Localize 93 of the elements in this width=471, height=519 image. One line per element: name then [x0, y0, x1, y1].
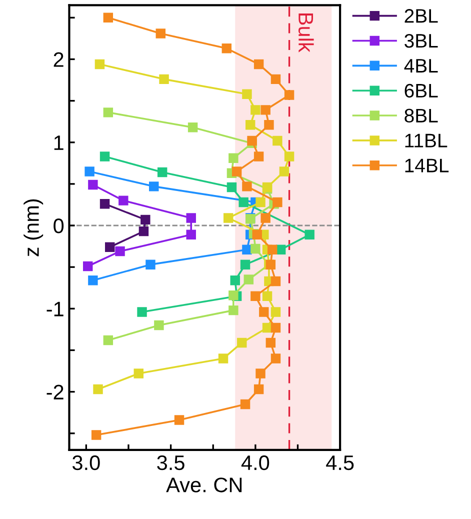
point	[174, 415, 184, 425]
point	[88, 276, 98, 286]
point	[237, 338, 247, 348]
point	[186, 213, 196, 223]
point	[272, 197, 282, 208]
point	[137, 307, 147, 317]
x-tick-label: 4.0	[241, 455, 270, 470]
point	[88, 180, 98, 190]
point	[256, 197, 266, 208]
point	[264, 120, 274, 130]
x-tick-label: 4.5	[326, 456, 354, 470]
point	[223, 213, 234, 223]
point	[228, 290, 238, 300]
point	[228, 305, 238, 316]
point	[238, 197, 248, 208]
point	[244, 274, 254, 284]
point	[259, 307, 269, 317]
x-tick-label: 3.0	[72, 455, 100, 470]
legend-label: 2BL	[404, 9, 438, 23]
point	[250, 291, 260, 302]
point	[262, 291, 272, 302]
point	[270, 322, 281, 333]
point	[270, 276, 281, 286]
point	[254, 384, 264, 394]
point	[103, 12, 114, 23]
point	[228, 153, 238, 164]
x-tick-label: 3.5	[157, 455, 184, 470]
point	[134, 368, 144, 378]
point	[232, 166, 242, 176]
point	[115, 246, 125, 256]
point	[240, 260, 250, 270]
y-tick-label: 1	[54, 136, 64, 150]
point	[270, 307, 281, 317]
point	[118, 196, 128, 206]
point	[149, 182, 159, 192]
legend-label: 6BL	[404, 84, 438, 98]
point	[252, 230, 262, 240]
point	[186, 230, 196, 240]
point	[266, 338, 276, 348]
point	[105, 242, 115, 252]
point	[159, 74, 169, 84]
point	[100, 199, 110, 209]
point	[272, 136, 282, 146]
point	[218, 354, 228, 364]
y-tick-label: 2	[54, 52, 64, 67]
point	[84, 166, 94, 176]
point	[103, 335, 114, 346]
point	[222, 44, 232, 54]
point	[247, 136, 257, 146]
point	[188, 122, 198, 132]
point	[250, 105, 260, 115]
legend-label: 11BL	[405, 134, 448, 148]
y-tick-label: 0	[54, 218, 64, 234]
point	[284, 152, 294, 162]
point	[270, 74, 281, 84]
point	[230, 276, 240, 286]
y-tick-label: -2	[46, 384, 64, 400]
point	[157, 167, 168, 178]
point	[94, 59, 105, 70]
point	[103, 108, 114, 118]
point	[82, 261, 93, 272]
x-axis-title: Ave. CN	[166, 478, 242, 492]
point	[254, 59, 264, 70]
point	[284, 90, 294, 100]
point	[250, 244, 260, 254]
point	[279, 166, 290, 176]
point	[240, 399, 250, 410]
point	[267, 244, 278, 254]
point	[226, 182, 237, 192]
point	[140, 214, 150, 225]
point	[254, 152, 264, 162]
point	[91, 430, 102, 440]
legend-label: 3BL	[404, 34, 438, 48]
point	[245, 120, 256, 130]
point	[260, 105, 270, 115]
point	[100, 152, 110, 162]
point	[270, 354, 281, 364]
point	[93, 384, 103, 394]
point	[154, 320, 164, 330]
legend-label: 14BL	[405, 158, 449, 172]
y-tick-label: -1	[46, 302, 64, 316]
ref-line-label: Bulk	[298, 14, 314, 52]
point	[156, 28, 166, 38]
point	[242, 89, 252, 100]
point	[138, 226, 149, 236]
point	[242, 182, 252, 192]
point	[260, 213, 270, 223]
point	[146, 260, 156, 270]
point	[304, 230, 314, 240]
y-axis-title: z (nm)	[24, 199, 44, 256]
legend-label: 4BL	[404, 59, 438, 72]
point	[256, 368, 266, 378]
legend-label: 8BL	[404, 108, 438, 123]
